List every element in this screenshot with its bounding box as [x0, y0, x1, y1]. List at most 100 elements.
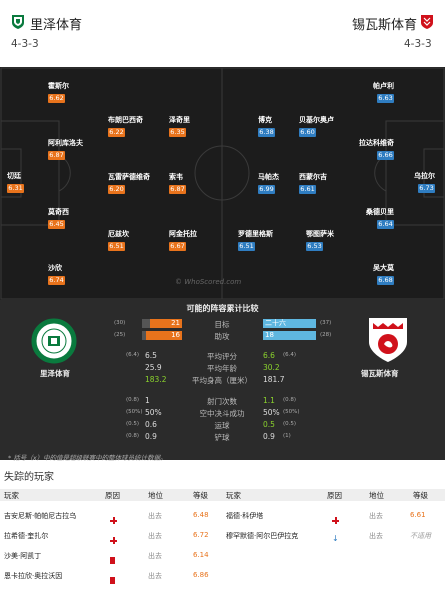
player-home-3[interactable]: 切廷 6.31: [7, 171, 24, 193]
player-name: 索韦: [169, 173, 183, 181]
player-away-11[interactable]: 鄂图萨米 6.53: [306, 229, 334, 251]
player-away-7[interactable]: 马帕杰 6.99: [258, 172, 279, 194]
player-away-8[interactable]: 罗德里格斯 6.51: [238, 229, 273, 251]
player-name: 乌拉尔: [414, 172, 435, 180]
col-reason-away: 原因: [327, 491, 342, 500]
player-home-9[interactable]: 泽奇里 6.35: [169, 115, 190, 137]
missing-player-name[interactable]: 穆罕默德·阿尔巴伊拉克: [226, 532, 299, 540]
player-away-1[interactable]: 帕卢利 6.63: [373, 81, 394, 103]
missing-player-name[interactable]: 拉希德·奎扎尔: [4, 532, 49, 540]
player-rating: 6.99: [258, 185, 275, 194]
formation-pitch: 霍斯尔 6.62 阿利库洛夫 6.87 切廷 6.31 莫奇西 6.45 沙欣 6.74 …: [0, 67, 445, 300]
player-away-4[interactable]: 桑德贝里 6.64: [366, 207, 394, 229]
player-home-11[interactable]: 阿金托拉 6.67: [169, 229, 197, 251]
home-team-crest-icon: [12, 15, 24, 29]
player-away-3[interactable]: 乌拉尔 6.73: [414, 171, 435, 193]
missing-rating: 6.61: [410, 511, 426, 519]
match-header: 里泽体育 4-3-3 锡瓦斯体育 4-3-3: [0, 0, 445, 67]
home-value: 25.9: [145, 363, 162, 372]
stat-label: 运球: [214, 421, 230, 430]
away-value: 0.9: [263, 432, 275, 441]
player-away-6[interactable]: 博克 6.38: [258, 115, 275, 137]
away-team-name[interactable]: 锡瓦斯体育: [352, 18, 418, 33]
player-rating: 6.74: [48, 276, 65, 285]
player-rating: 6.60: [299, 128, 316, 137]
player-home-8[interactable]: 厄兹坎 6.51: [108, 229, 129, 251]
player-home-10[interactable]: 索韦 6.87: [169, 172, 186, 194]
player-home-2[interactable]: 阿利库洛夫 6.87: [48, 138, 83, 160]
home-overall-stat: (0.8): [126, 433, 140, 439]
missing-player-name[interactable]: 吉安尼斯·帕帕尼古拉乌: [4, 512, 77, 520]
home-value: 0.6: [145, 420, 157, 429]
home-overall-stat: (6.4): [126, 352, 140, 358]
comparison-row: (50%) 50% 50% 空中决斗成功 (50%): [0, 408, 445, 419]
player-away-2[interactable]: 拉达科维奇 6.66: [359, 138, 394, 160]
player-name: 瓦雷萨德维奇: [108, 173, 150, 181]
player-name: 西蒙尔吉: [299, 173, 327, 181]
away-value: 30.2: [263, 363, 280, 372]
missing-status: 出去: [369, 532, 383, 540]
player-rating: 6.67: [169, 242, 186, 251]
player-name: 莫奇西: [48, 208, 69, 216]
home-club-logo: [31, 318, 77, 364]
injury-icon: [110, 537, 117, 544]
col-reason: 原因: [105, 491, 120, 500]
player-home-7[interactable]: 瓦雷萨德维奇 6.20: [108, 172, 150, 194]
player-name: 拉达科维奇: [359, 139, 394, 147]
missing-rating: 6.14: [193, 551, 209, 559]
stat-label: 助攻: [214, 332, 230, 341]
player-name: 帕卢利: [373, 82, 394, 90]
player-rating: 6.45: [48, 220, 65, 229]
player-rating: 6.68: [377, 276, 394, 285]
away-overall-stat: (0.8): [283, 397, 297, 403]
player-rating: 6.51: [238, 242, 255, 251]
missing-status: 出去: [148, 532, 162, 540]
player-home-1[interactable]: 霍斯尔 6.62: [48, 81, 69, 103]
missing-player-name[interactable]: 恩卡拉欣·奥拉沃因: [4, 572, 63, 580]
player-home-5[interactable]: 沙欣 6.74: [48, 263, 65, 285]
red-card-icon: [110, 577, 115, 584]
home-value-bar: 16: [146, 331, 182, 340]
away-overall-stat: (1): [283, 433, 291, 439]
missing-rating: 不适用: [410, 532, 431, 540]
col-rating: 等级: [193, 491, 208, 500]
col-player: 玩家: [4, 491, 19, 500]
player-away-5[interactable]: 吴大莫 6.68: [373, 263, 394, 285]
home-team-name[interactable]: 里泽体育: [30, 18, 83, 33]
comparison-row: (0.8) 0.9 0.9 铲球 (1): [0, 432, 445, 443]
player-rating: 6.38: [258, 128, 275, 137]
missing-player-row: 吉安尼斯·帕帕尼古拉乌 出去 6.48: [0, 506, 222, 526]
player-name: 厄兹坎: [108, 230, 129, 238]
player-name: 泽奇里: [169, 116, 190, 124]
player-rating: 6.62: [48, 94, 65, 103]
player-rating: 6.87: [169, 185, 186, 194]
player-home-6[interactable]: 布朗巴西奇 6.22: [108, 115, 143, 137]
player-away-9[interactable]: 贝基尔奥卢 6.60: [299, 115, 334, 137]
missing-status: 出去: [369, 512, 383, 520]
player-name: 博克: [258, 116, 272, 124]
home-overall-stat: (0.5): [126, 421, 140, 427]
away-overall-stat: (0.5): [283, 421, 297, 427]
player-home-4[interactable]: 莫奇西 6.45: [48, 207, 69, 229]
home-team-label: 里泽体育: [40, 369, 70, 378]
away-club-logo: [369, 318, 407, 362]
player-name: 布朗巴西奇: [108, 116, 143, 124]
away-team-label: 锡瓦斯体育: [361, 369, 399, 378]
home-overall-stat: (50%): [126, 409, 143, 415]
injury-icon: [110, 517, 117, 524]
missing-player-name[interactable]: 福德·科伊塔: [226, 512, 264, 520]
comparison-row: 183.2 181.7 平均身高（厘米）: [0, 375, 445, 386]
player-name: 贝基尔奥卢: [299, 116, 334, 124]
away-overall-stat: (37): [320, 320, 332, 326]
missing-table-header: 玩家 原因 地位 等级 玩家 原因 地位 等级: [0, 489, 445, 501]
missing-player-name[interactable]: 沙美·阿凯丁: [4, 552, 42, 560]
player-rating: 6.61: [299, 185, 316, 194]
player-away-10[interactable]: 西蒙尔吉 6.61: [299, 172, 327, 194]
away-value: 6.6: [263, 351, 275, 360]
missing-player-row: 沙美·阿凯丁 出去 6.14: [0, 546, 222, 566]
player-rating: 6.31: [7, 184, 24, 193]
away-team-crest-icon: [421, 15, 433, 29]
player-rating: 6.63: [377, 94, 394, 103]
home-value: 6.5: [145, 351, 157, 360]
player-name: 桑德贝里: [366, 208, 394, 216]
